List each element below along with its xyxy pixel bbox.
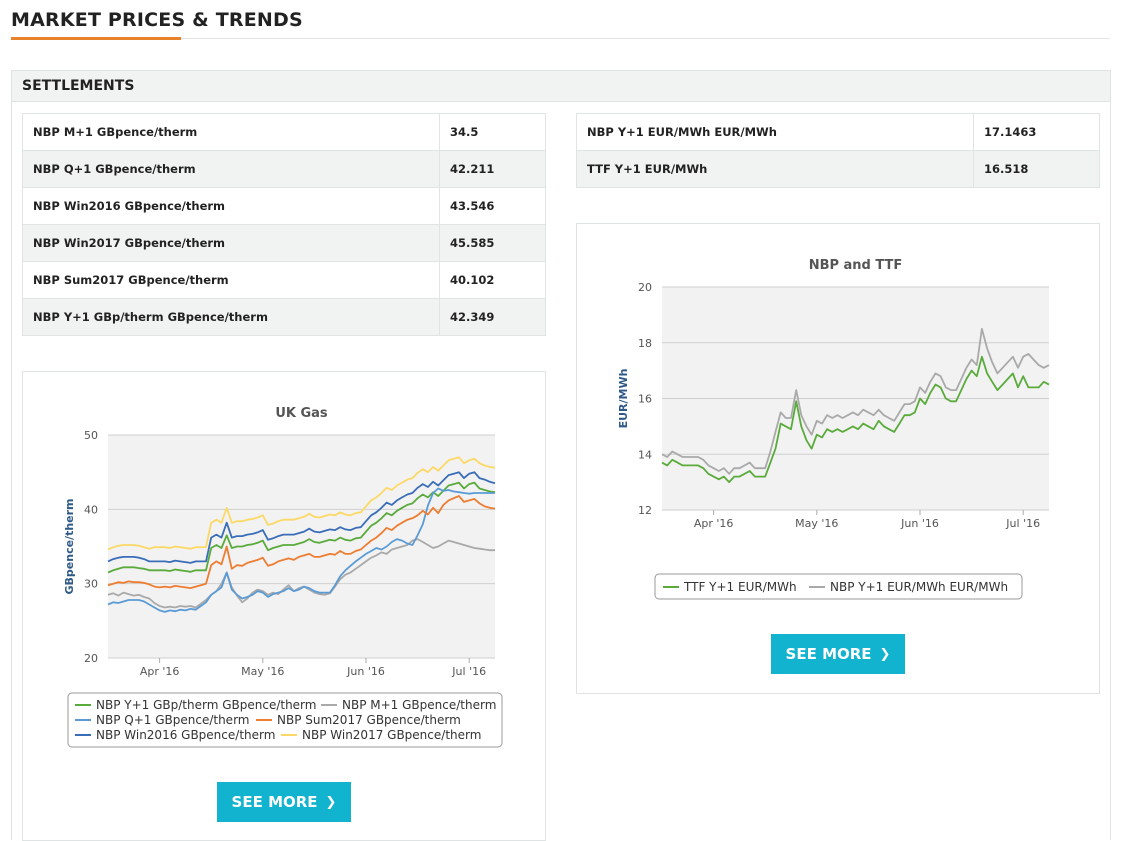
row-value: 40.102 <box>439 261 546 299</box>
row-label: NBP Win2017 GBpence/therm <box>22 224 440 262</box>
row-label: NBP Q+1 GBpence/therm <box>22 150 440 188</box>
y-tick-label: 50 <box>84 429 98 442</box>
table-row: NBP Y+1 GBp/therm GBpence/therm 42.349 <box>22 298 546 336</box>
y-tick-label: 12 <box>638 504 652 517</box>
uk-gas-chart-card: UK Gas 20 30 40 50 Apr '16 May '16 Jun '16 Jul '… <box>22 371 546 841</box>
series-line-nbp-win2017-gbpence-therm <box>107 456 496 551</box>
x-tick-label: Jun '16 <box>346 665 385 678</box>
settlements-table-right: NBP Y+1 EUR/MWh EUR/MWh 17.1463 TTF Y+1 E… <box>576 113 1100 188</box>
row-label: NBP Sum2017 GBpence/therm <box>22 261 440 299</box>
y-axis-label: EUR/MWh <box>617 369 630 429</box>
y-tick-label: 20 <box>638 281 652 294</box>
table-row: NBP Win2017 GBpence/therm 45.585 <box>22 224 546 262</box>
x-tick-label: Jul '16 <box>1005 517 1040 530</box>
series-line-nbp-q-1-gbpence-therm <box>107 487 495 613</box>
legend-item[interactable]: NBP Win2017 GBpence/therm <box>302 728 481 742</box>
y-tick-label: 20 <box>84 652 98 665</box>
table-row: NBP Q+1 GBpence/therm 42.211 <box>22 150 546 188</box>
x-tick-label: Apr '16 <box>694 517 734 530</box>
chart-title: UK Gas <box>275 406 328 421</box>
y-tick-label: 16 <box>638 393 652 406</box>
legend-item[interactable]: NBP Sum2017 GBpence/therm <box>277 713 461 727</box>
legend-item[interactable]: NBP Q+1 GBpence/therm <box>96 713 249 727</box>
y-tick-label: 18 <box>638 337 652 350</box>
row-label: NBP Y+1 GBp/therm GBpence/therm <box>22 298 440 336</box>
x-tick-label: May '16 <box>241 665 284 678</box>
series-line-nbp-win2016-gbpence-therm <box>107 471 496 564</box>
row-label: NBP Y+1 EUR/MWh EUR/MWh <box>576 113 974 151</box>
y-tick-label: 40 <box>84 503 98 516</box>
row-value: 42.211 <box>439 150 546 188</box>
settlements-panel: SETTLEMENTS <box>11 70 1111 840</box>
table-row: TTF Y+1 EUR/MWh 16.518 <box>576 150 1100 188</box>
settlements-heading: SETTLEMENTS <box>12 71 1110 102</box>
see-more-label: SEE MORE <box>231 793 318 811</box>
see-more-label: SEE MORE <box>785 645 872 663</box>
y-tick-label: 30 <box>84 578 98 591</box>
x-tick-label: Jun '16 <box>900 517 939 530</box>
chart-title: NBP and TTF <box>809 258 903 273</box>
row-value: 34.5 <box>439 113 546 151</box>
row-value: 45.585 <box>439 224 546 262</box>
table-row: NBP Y+1 EUR/MWh EUR/MWh 17.1463 <box>576 113 1100 151</box>
chevron-right-icon: ❯ <box>325 794 337 810</box>
legend-item[interactable]: NBP Win2016 GBpence/therm <box>96 728 275 742</box>
nbp-ttf-chart: NBP and TTF 12 14 16 18 20 Apr '16 May '16 Jun '… <box>617 258 1050 600</box>
row-value: 43.546 <box>439 187 546 225</box>
page-title: MARKET PRICES & TRENDS <box>11 9 303 31</box>
row-value: 42.349 <box>439 298 546 336</box>
table-row: NBP Win2016 GBpence/therm 43.546 <box>22 187 546 225</box>
uk-gas-see-more-button[interactable]: SEE MORE ❯ <box>217 782 351 822</box>
row-value: 16.518 <box>973 150 1100 188</box>
table-row: NBP M+1 GBpence/therm 34.5 <box>22 113 546 151</box>
row-label: TTF Y+1 EUR/MWh <box>576 150 974 188</box>
title-rule <box>11 38 1110 39</box>
chevron-right-icon: ❯ <box>879 646 891 662</box>
series-line-ttf-y-1-eur-mwh <box>661 355 1050 484</box>
legend-item[interactable]: NBP Y+1 GBp/therm GBpence/therm <box>96 698 316 712</box>
nbp-ttf-chart-card: NBP and TTF 12 14 16 18 20 Apr '16 May '16 Jun '… <box>576 223 1100 694</box>
table-row: NBP Sum2017 GBpence/therm 40.102 <box>22 261 546 299</box>
series-line-nbp-y-1-gbp-therm-gbpence-therm <box>107 481 496 574</box>
title-accent-bar <box>11 37 181 40</box>
chart-legend <box>67 692 503 748</box>
series-line-nbp-sum2017-gbpence-therm <box>107 495 496 590</box>
legend-item[interactable]: NBP M+1 GBpence/therm <box>342 698 496 712</box>
legend-item[interactable]: NBP Y+1 EUR/MWh EUR/MWh <box>830 580 1008 594</box>
y-tick-label: 14 <box>638 448 652 461</box>
uk-gas-chart: UK Gas 20 30 40 50 Apr '16 May '16 Jun '16 Jul '… <box>63 406 503 748</box>
row-label: NBP Win2016 GBpence/therm <box>22 187 440 225</box>
legend-item[interactable]: TTF Y+1 EUR/MWh <box>683 580 797 594</box>
x-tick-label: Apr '16 <box>140 665 180 678</box>
nbp-ttf-see-more-button[interactable]: SEE MORE ❯ <box>771 634 905 674</box>
series-line-nbp-y-1-eur-mwh-eur-mwh <box>661 327 1050 475</box>
y-axis-label: GBpence/therm <box>63 498 76 594</box>
chart-legend <box>654 573 1023 600</box>
row-label: NBP M+1 GBpence/therm <box>22 113 440 151</box>
x-tick-label: May '16 <box>795 517 838 530</box>
row-value: 17.1463 <box>973 113 1100 151</box>
settlements-table-left: NBP M+1 GBpence/therm 34.5 NBP Q+1 GBpenc… <box>22 113 546 336</box>
x-tick-label: Jul '16 <box>451 665 486 678</box>
